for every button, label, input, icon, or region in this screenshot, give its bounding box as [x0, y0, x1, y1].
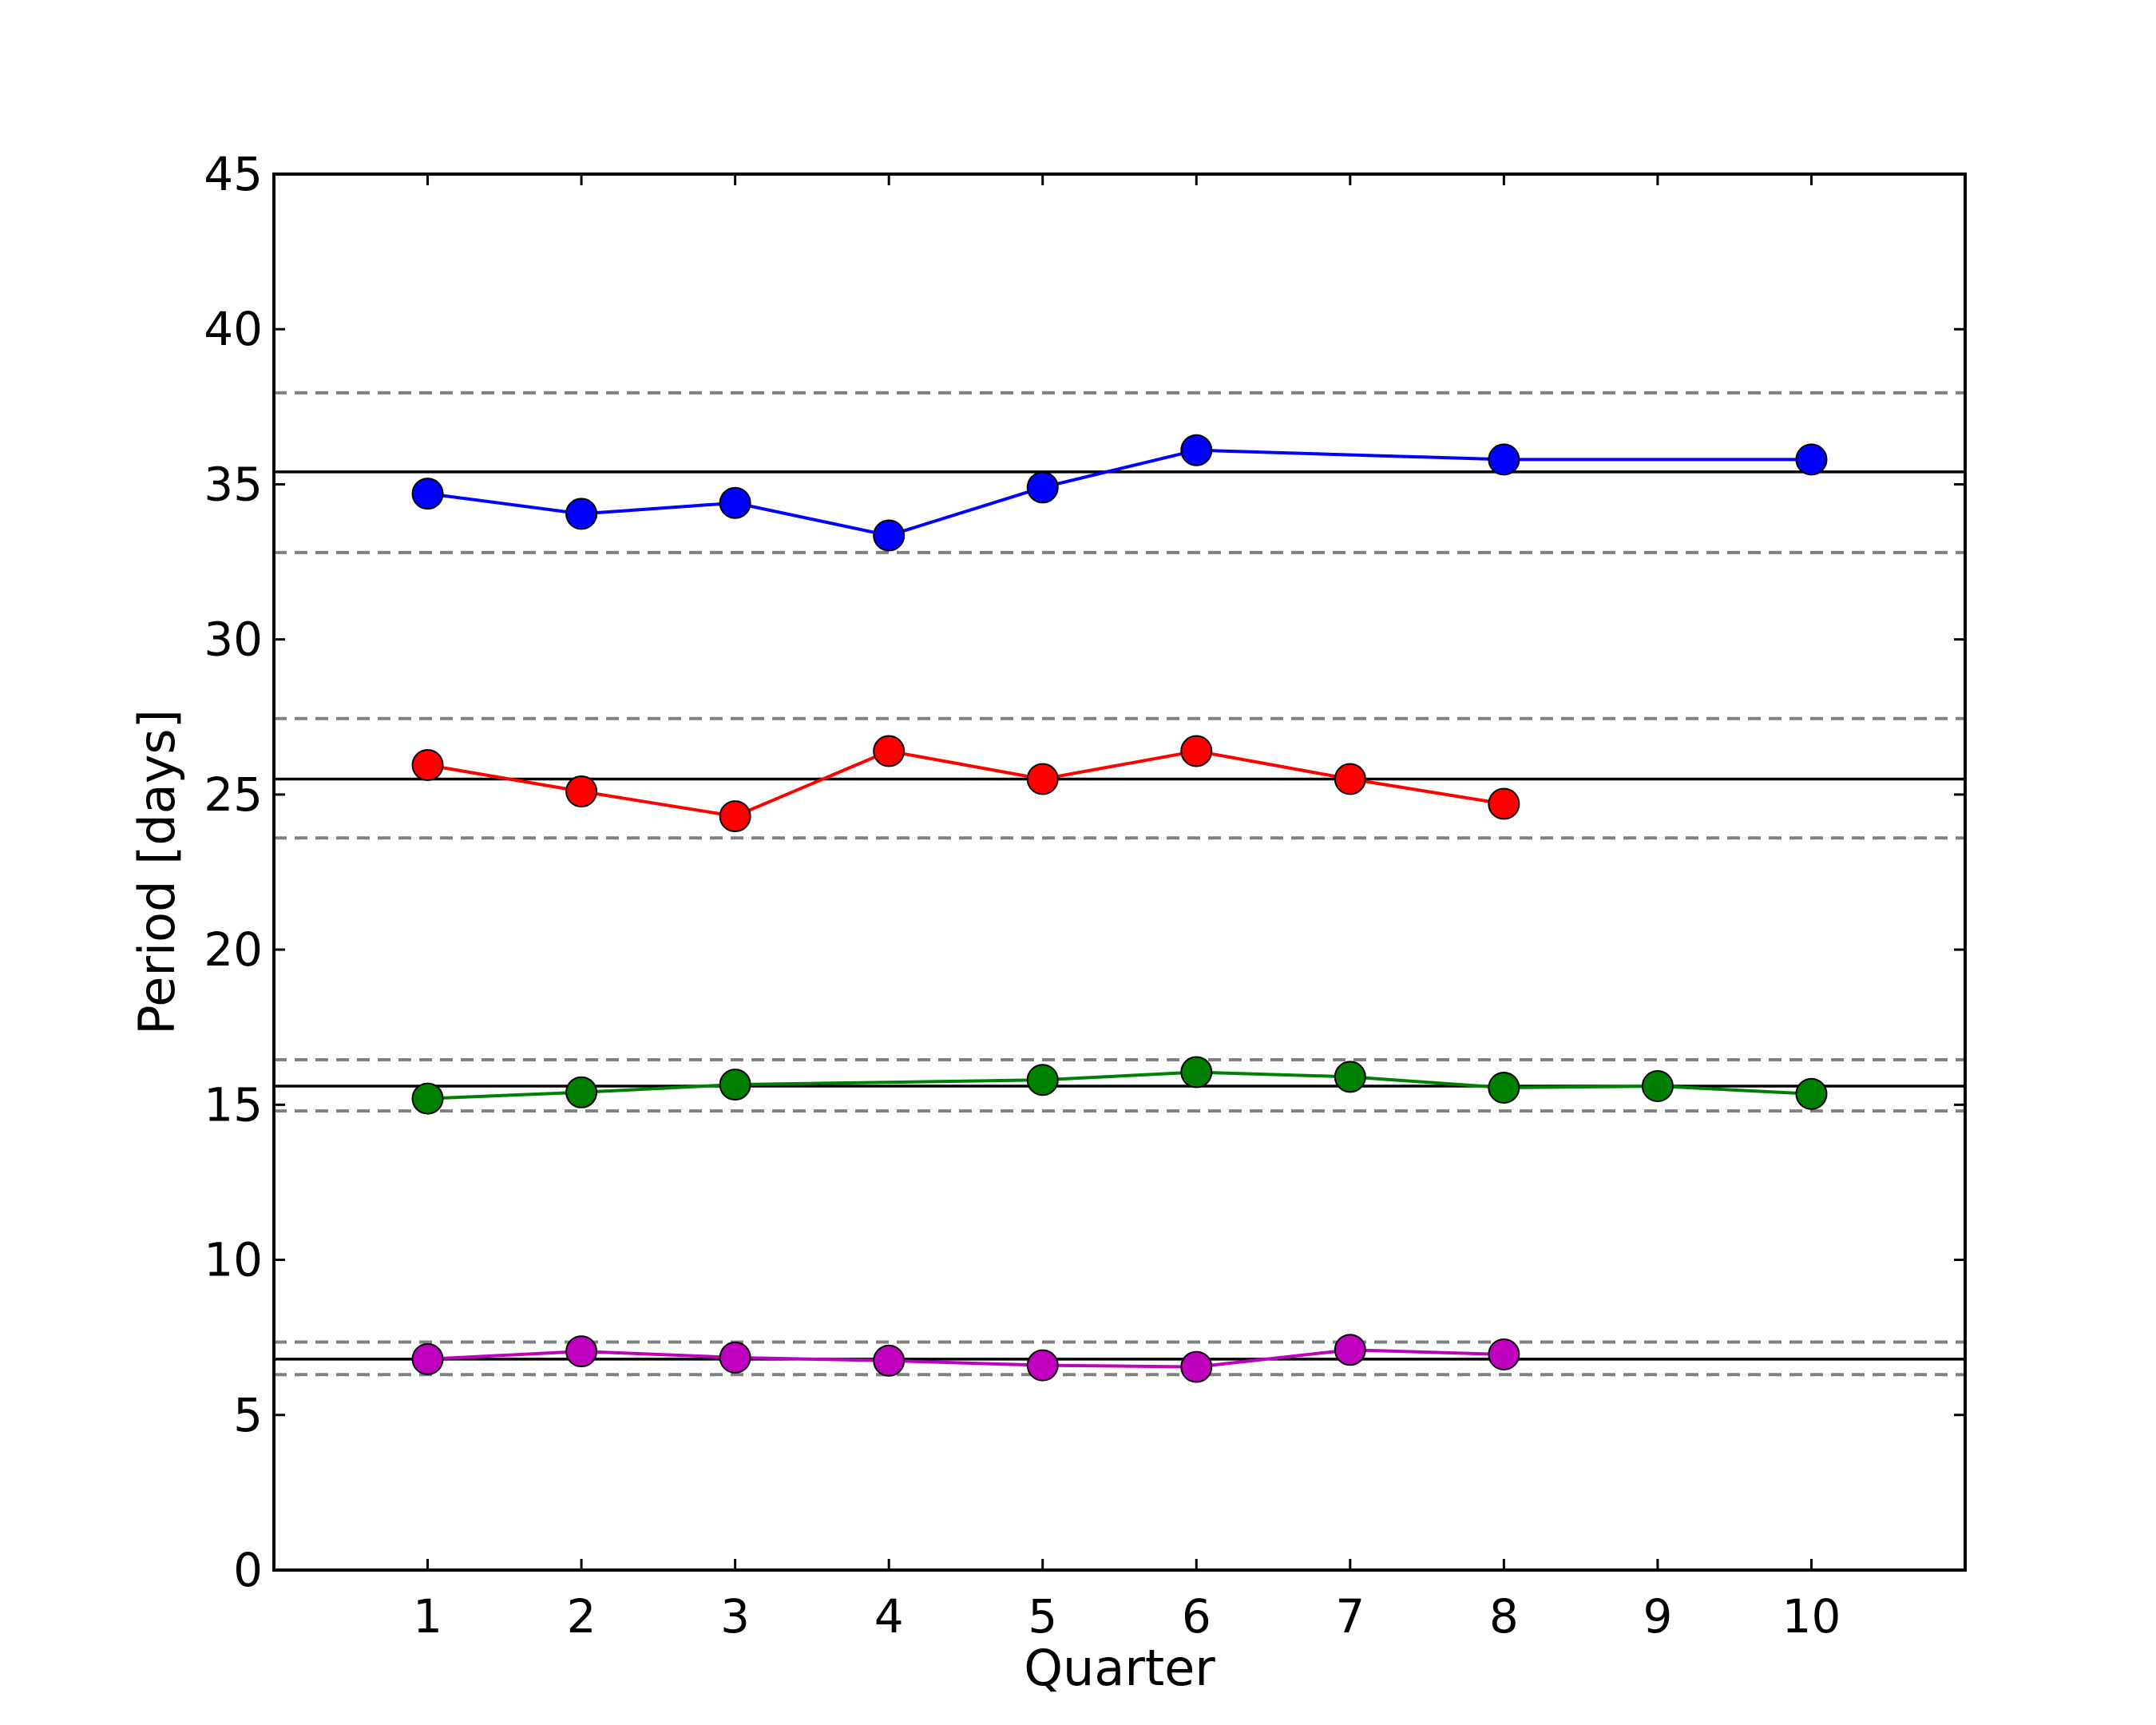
y-tick-label: 10 — [204, 1233, 263, 1287]
series-layer — [411, 434, 1828, 1383]
data-point-s0-6 — [1488, 443, 1520, 476]
y-tick-label: 35 — [204, 457, 263, 511]
data-point-s3-5 — [1180, 1350, 1213, 1383]
data-point-s2-6 — [1488, 1071, 1520, 1104]
x-tick-label: 5 — [1028, 1589, 1057, 1644]
data-point-s2-5 — [1334, 1061, 1366, 1093]
data-point-s3-4 — [1026, 1349, 1059, 1382]
x-tick-label: 1 — [413, 1589, 442, 1644]
data-point-s1-1 — [565, 775, 598, 808]
data-point-s0-4 — [1026, 471, 1059, 504]
series-line-1 — [427, 749, 1504, 819]
y-tick-label: 5 — [233, 1388, 263, 1442]
data-point-s1-2 — [719, 800, 751, 833]
data-point-s1-3 — [873, 735, 906, 767]
data-point-s2-7 — [1641, 1070, 1674, 1103]
data-point-s3-2 — [719, 1341, 751, 1374]
data-point-s2-0 — [411, 1082, 444, 1115]
data-point-s0-0 — [411, 478, 444, 510]
data-point-s3-7 — [1488, 1338, 1520, 1371]
y-tick-label: 15 — [204, 1077, 263, 1132]
reference-lines — [274, 391, 1965, 1377]
x-tick-label: 8 — [1489, 1589, 1519, 1644]
series-line-0 — [427, 448, 1812, 537]
data-point-s0-5 — [1180, 434, 1213, 466]
data-point-s2-3 — [1026, 1064, 1059, 1096]
data-point-s2-2 — [719, 1069, 751, 1101]
x-axis-label: Quarter — [1024, 1639, 1215, 1697]
y-tick-label: 20 — [204, 922, 263, 977]
data-point-s1-6 — [1334, 763, 1366, 795]
y-tick-label: 45 — [204, 147, 263, 201]
y-tick-label: 25 — [204, 767, 263, 822]
y-tick-label: 0 — [233, 1543, 263, 1597]
data-point-s1-4 — [1026, 763, 1059, 795]
data-point-s1-0 — [411, 748, 444, 781]
data-point-s3-0 — [411, 1342, 444, 1375]
data-point-s2-4 — [1180, 1056, 1213, 1089]
plot-frame — [272, 172, 1967, 1572]
x-tick-label: 4 — [874, 1589, 904, 1644]
x-tick-label: 9 — [1643, 1589, 1672, 1644]
data-point-s1-7 — [1488, 787, 1520, 820]
data-point-s3-6 — [1334, 1334, 1366, 1366]
data-point-s2-8 — [1795, 1077, 1828, 1110]
series-line-3 — [427, 1348, 1504, 1369]
x-tick-label: 2 — [567, 1589, 596, 1644]
x-tick-label: 7 — [1335, 1589, 1365, 1644]
y-axis-label: Period [days] — [128, 709, 186, 1035]
data-point-s0-2 — [719, 486, 751, 519]
y-tick-label: 40 — [204, 302, 263, 356]
y-tick-label: 30 — [204, 613, 263, 667]
data-point-s0-3 — [873, 519, 906, 552]
x-tick-label: 3 — [720, 1589, 750, 1644]
data-point-s3-1 — [565, 1335, 598, 1368]
data-point-s3-3 — [873, 1344, 906, 1377]
data-point-s0-1 — [565, 498, 598, 530]
data-point-s1-5 — [1180, 735, 1213, 767]
data-point-s2-1 — [565, 1076, 598, 1108]
x-tick-label: 6 — [1182, 1589, 1211, 1644]
data-point-s0-7 — [1795, 443, 1828, 476]
x-tick-label: 10 — [1782, 1589, 1841, 1644]
